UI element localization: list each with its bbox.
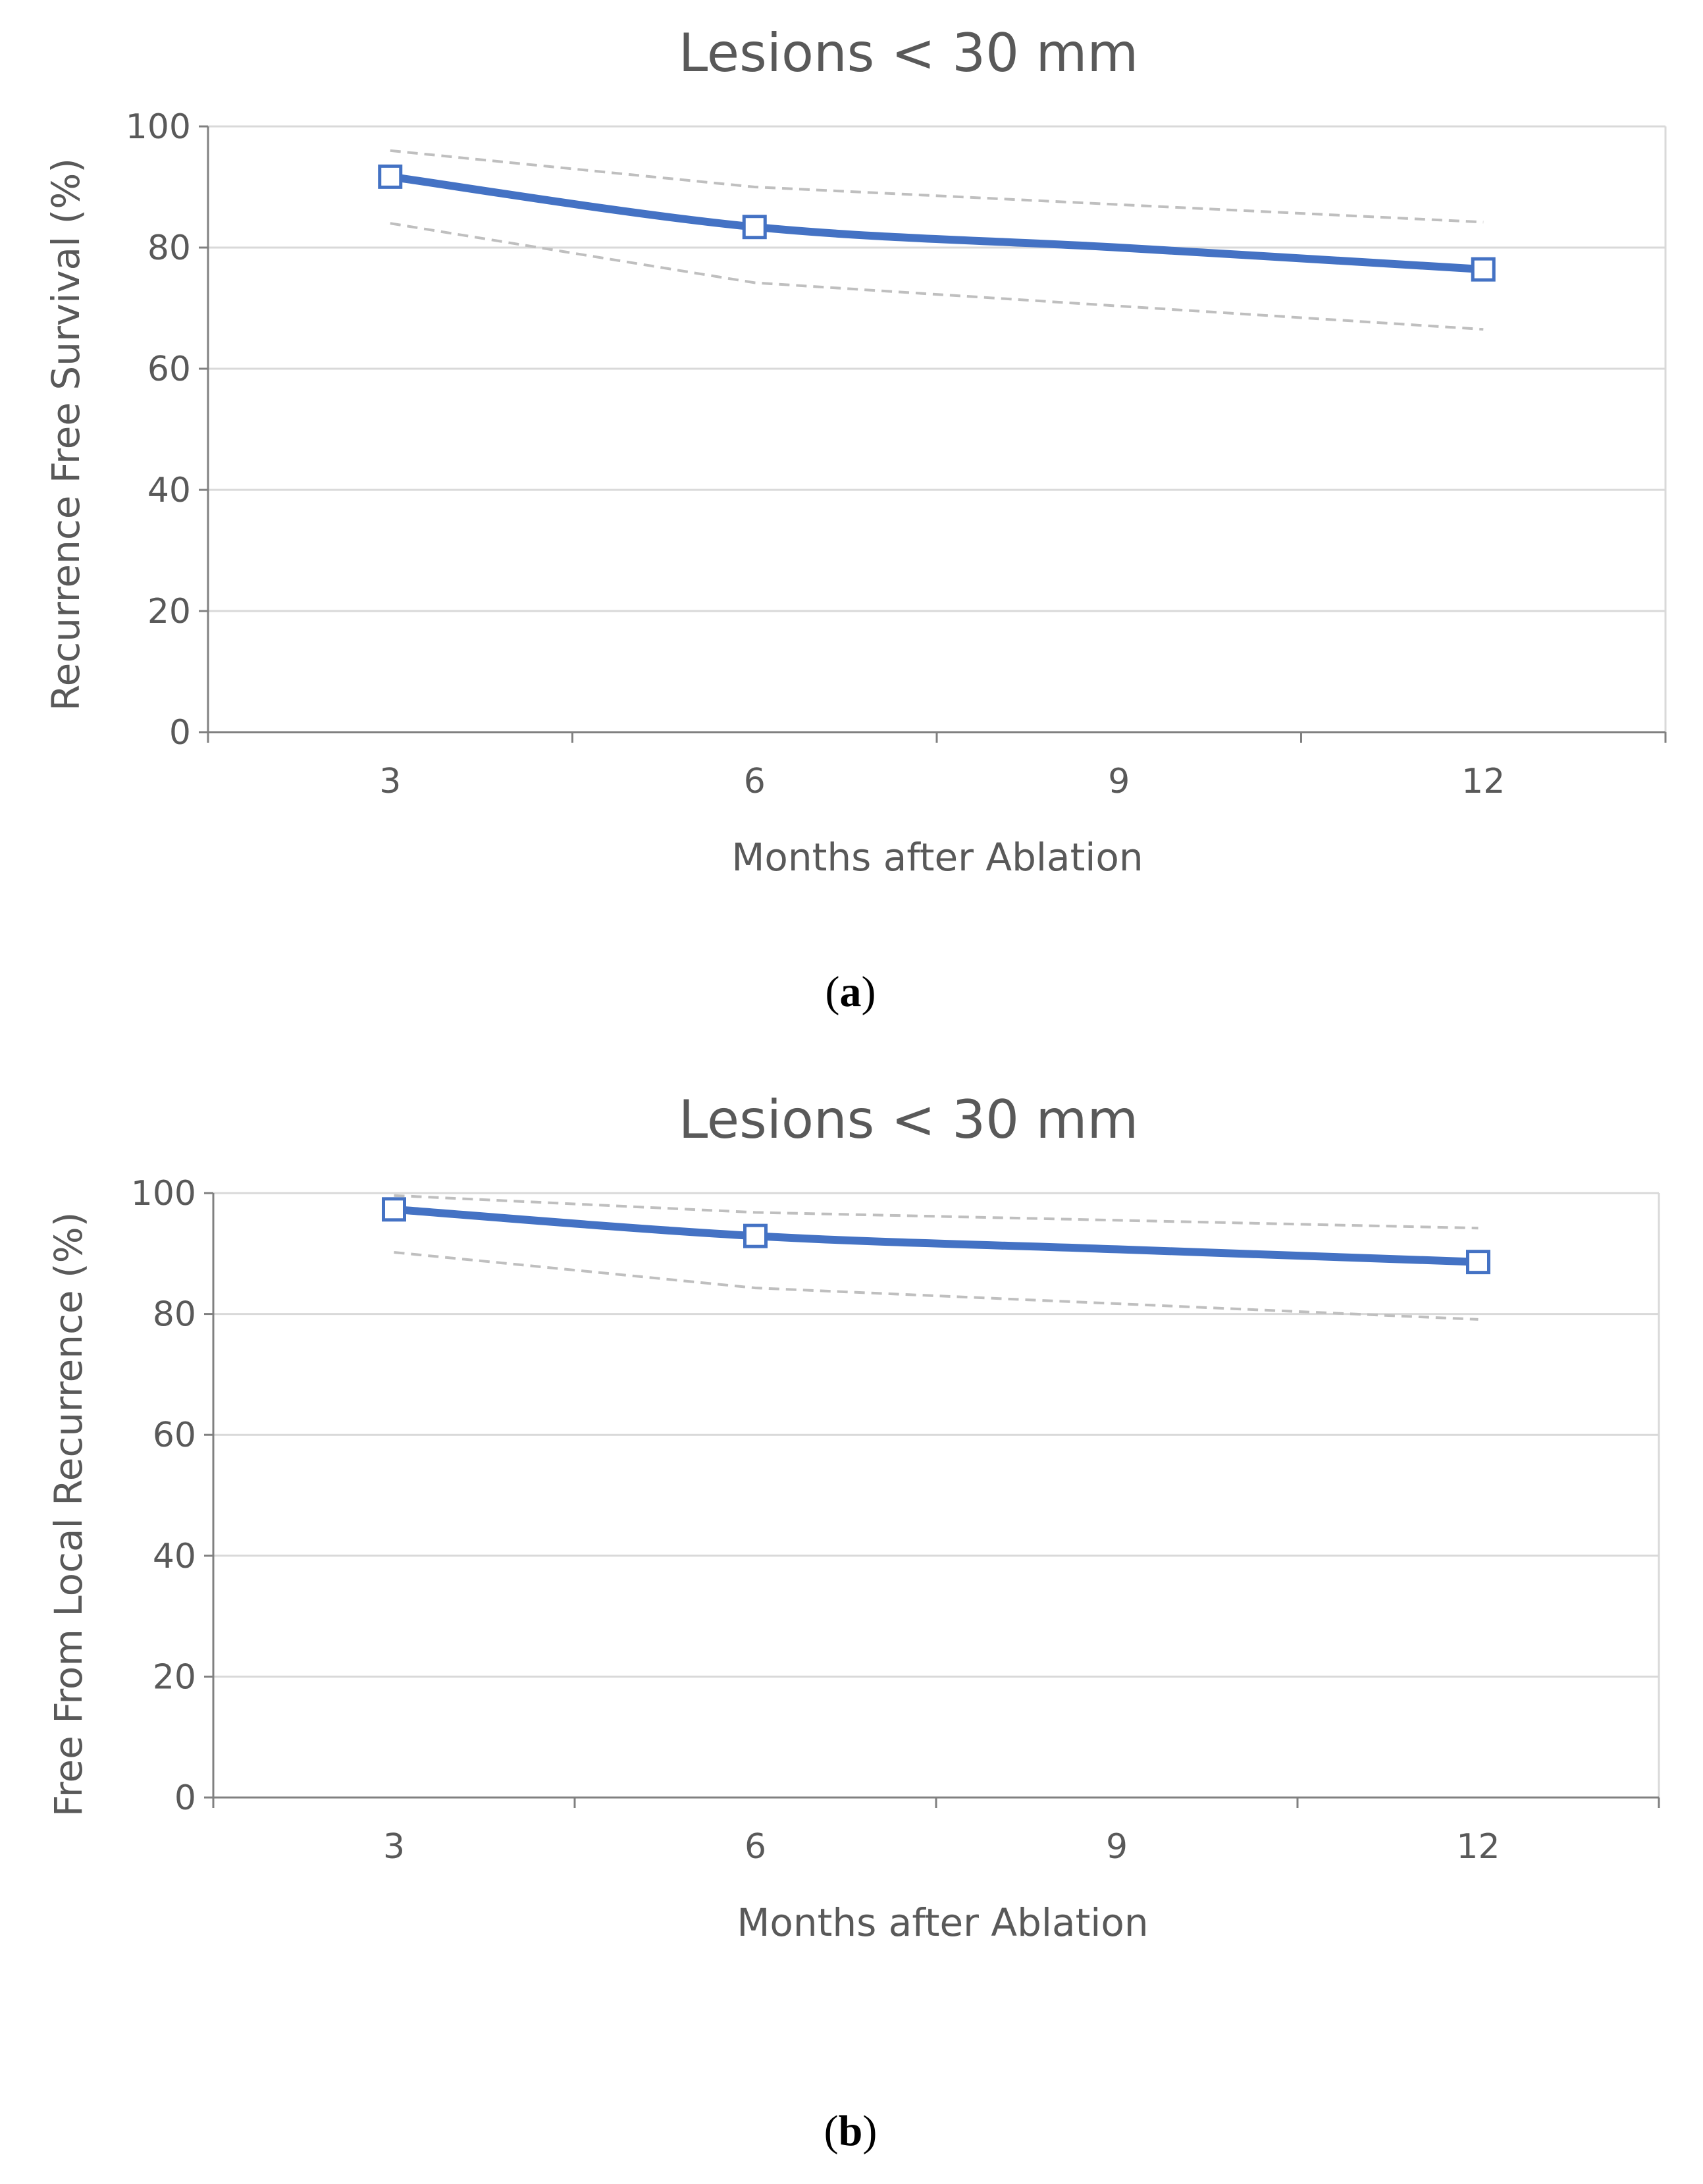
series-estimate-line [386, 173, 1488, 274]
y-axis-label-a: Recurrence Free Survival (%) [43, 158, 88, 711]
x-axis-label-b: Months after Ablation [737, 1900, 1148, 1945]
plot-area-b: 0 20 40 60 80 100 3 6 9 12 [131, 1174, 1660, 1867]
panel-label-b: (b) [824, 2107, 878, 2155]
series-lower-ci-line [390, 222, 1484, 331]
panel-label-a: (a) [825, 968, 876, 1016]
x-tick-label-3: 3 [383, 1827, 405, 1867]
y-tick-label-40: 40 [153, 1537, 196, 1576]
y-tick-label-100: 100 [126, 107, 191, 147]
data-point-marker-x3 [378, 164, 403, 189]
series-upper-ci-line [394, 1194, 1479, 1230]
y-tick-label-80: 80 [153, 1295, 196, 1335]
x-tick-label-6: 6 [745, 1827, 766, 1867]
x-tick-label-9: 9 [1108, 762, 1130, 801]
chart-title-b: Lesions < 30 mm [679, 1089, 1139, 1150]
chart-panel-a: Lesions < 30 mm 0 20 40 60 80 100 3 6 9 12 Months… [43, 22, 1667, 1016]
data-point-marker-x3 [382, 1197, 406, 1222]
y-tick-label-100: 100 [131, 1174, 196, 1213]
data-point-marker-x6 [742, 215, 767, 240]
x-tick-label-3: 3 [379, 762, 401, 801]
x-axis-label-a: Months after Ablation [731, 835, 1143, 880]
data-point-marker-x6 [743, 1223, 768, 1248]
data-point-marker-x12 [1471, 257, 1496, 282]
data-point-marker-x12 [1466, 1250, 1490, 1275]
y-axis-label-b: Free From Local Recurrence (%) [46, 1212, 91, 1817]
y-tick-label-80: 80 [147, 228, 191, 268]
y-tick-label-0: 0 [174, 1778, 196, 1818]
series-estimate-line [390, 1205, 1482, 1266]
x-tick-label-12: 12 [1456, 1827, 1500, 1867]
y-tick-label-20: 20 [153, 1657, 196, 1697]
y-tick-label-0: 0 [169, 713, 191, 753]
y-tick-label-40: 40 [147, 471, 191, 510]
y-tick-label-60: 60 [147, 350, 191, 389]
y-tick-label-20: 20 [147, 592, 191, 631]
plot-area-a: 0 20 40 60 80 100 3 6 9 12 [126, 107, 1667, 801]
x-tick-label-9: 9 [1106, 1827, 1128, 1867]
x-tick-label-6: 6 [744, 762, 766, 801]
chart-panel-b: Lesions < 30 mm 0 20 40 60 80 100 3 6 9 12 Months… [46, 1089, 1660, 2155]
series-lower-ci-line [394, 1251, 1479, 1321]
chart-title-a: Lesions < 30 mm [679, 22, 1139, 84]
x-tick-label-12: 12 [1461, 762, 1505, 801]
y-tick-label-60: 60 [153, 1416, 196, 1455]
series-upper-ci-line [390, 149, 1484, 224]
